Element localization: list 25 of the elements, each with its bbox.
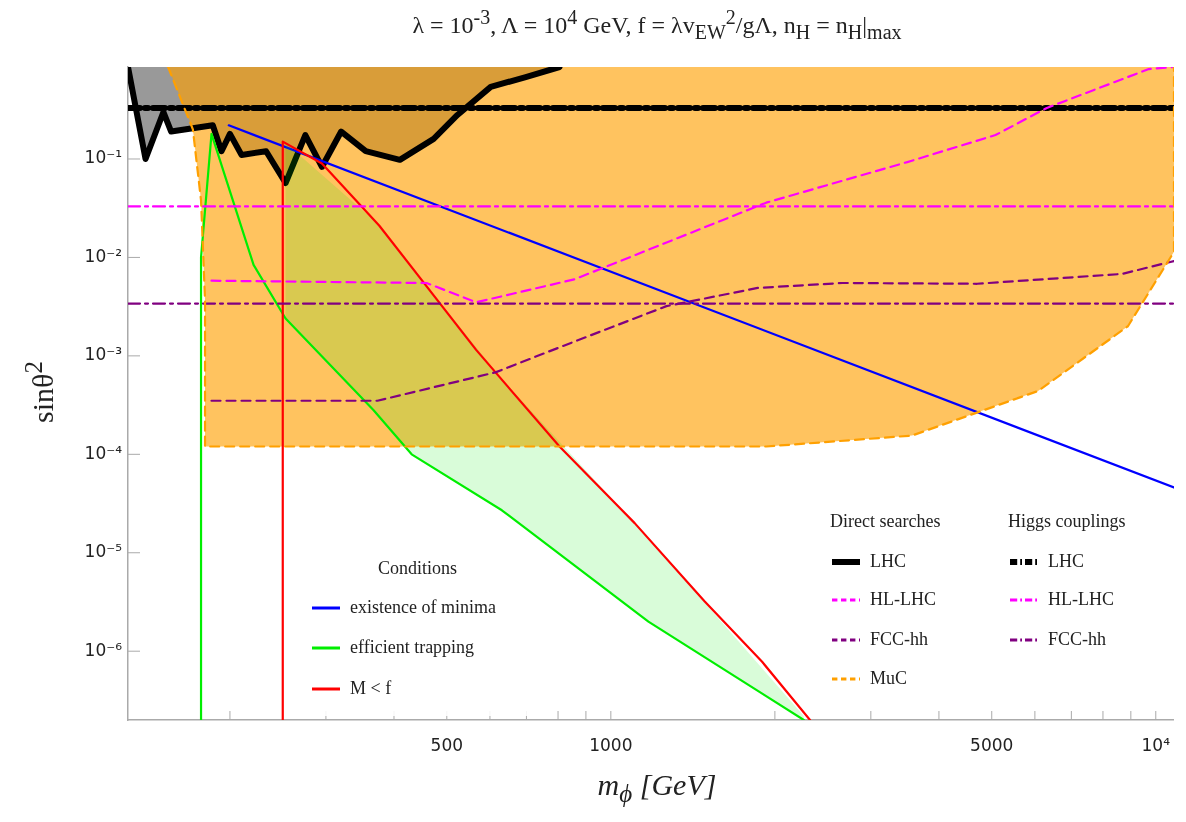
y-tick-label: 10⁻⁵ (84, 541, 122, 562)
chart-title: λ = 10$^{-3}$, Λ = 10$^{4}$ GeV, f = λv$_{EW}$$^{2}$/gΛ, n$_{H}$ = n$_{H}$|$_{max}$ (412, 6, 902, 43)
y-tick-label: 10⁻⁶ (84, 639, 123, 660)
y-tick-label: 10⁻² (84, 245, 122, 266)
legend-label: HL-LHC (870, 589, 936, 610)
y-tick-label: 10⁻³ (84, 344, 122, 365)
legend-label: MuC (870, 668, 908, 689)
x-tick-label: 10⁴ (1141, 734, 1171, 755)
legend-label: existence of minima (350, 597, 496, 618)
legend-label: FCC-hh (870, 629, 929, 650)
text: Higgs couplings (1008, 511, 1126, 531)
x-tick-label: 1000 (589, 734, 633, 755)
text: Conditions (377, 558, 457, 578)
text: Direct searches (830, 511, 941, 531)
legend-label: LHC (870, 551, 906, 572)
x-tick-label: 5000 (970, 734, 1014, 755)
x-tick-label: 500 (430, 734, 464, 755)
legend-label: LHC (1048, 551, 1084, 572)
y-tick-label: 10⁻¹ (84, 147, 122, 168)
legend-label: HL-LHC (1048, 589, 1114, 610)
y-tick-label: 10⁻⁴ (84, 442, 123, 463)
legend-label: M < f (350, 678, 392, 699)
x-axis-title: m$_{ϕ}$ [GeV] (596, 768, 718, 808)
legend-label: efficient trapping (350, 637, 475, 658)
legend-label: FCC-hh (1048, 629, 1107, 650)
